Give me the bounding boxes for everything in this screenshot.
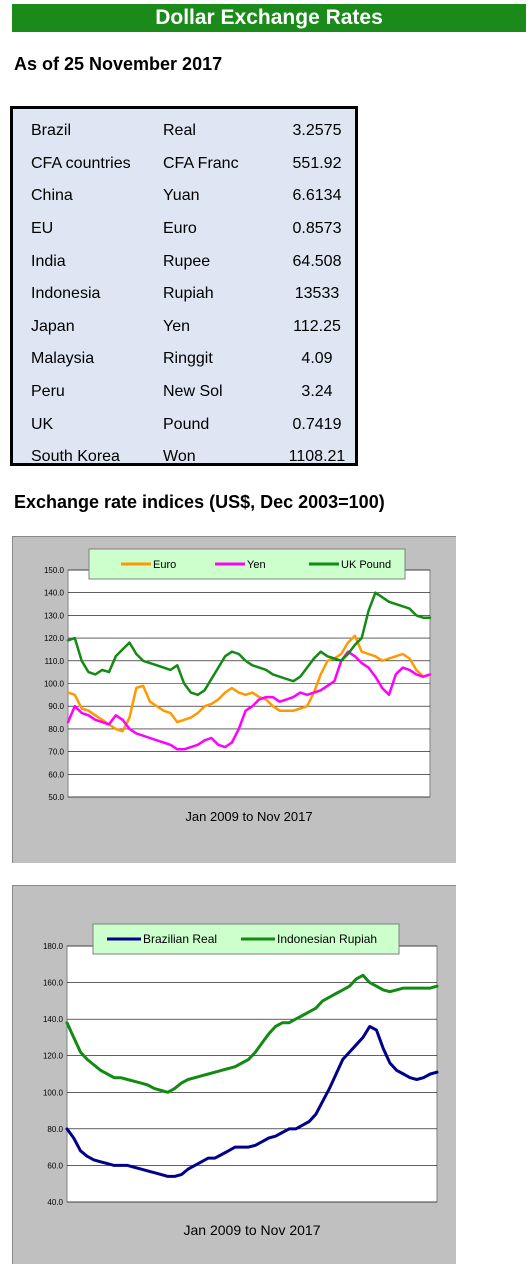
rate-value: 64.508	[292, 252, 342, 270]
chart-panel-1: 50.0 60.0 70.0 80.0 90.0 100.0 110.0 120.0 130.0…	[12, 536, 456, 863]
rate-currency: Euro	[163, 220, 197, 238]
y-tick-label: 160.0	[43, 979, 64, 988]
plot-area	[66, 945, 438, 1203]
rate-country: Peru	[31, 383, 65, 401]
rate-row: CFA countries CFA Franc 551.92	[31, 148, 353, 181]
rate-row: South Korea Won 1108.21	[31, 441, 353, 474]
rate-currency: New Sol	[163, 383, 223, 401]
rate-value: 0.7419	[292, 415, 342, 433]
rate-currency: Pound	[163, 415, 210, 433]
indices-title: Exchange rate indices (US$, Dec 2003=100…	[14, 492, 385, 512]
rate-row: Malaysia Ringgit 4.09	[31, 343, 353, 376]
series-line-brazilian-real	[65, 1025, 439, 1178]
rates-grid: Brazil Real 3.2575 CFA countries CFA Franc 55…	[31, 115, 353, 474]
y-tick-label: 180.0	[43, 942, 64, 951]
rate-country: India	[31, 252, 66, 270]
rates-table: Brazil Real 3.2575 CFA countries CFA Franc 55…	[10, 106, 358, 466]
rate-currency: Ringgit	[163, 350, 213, 368]
y-tick-label: 120.0	[43, 1052, 64, 1061]
rate-country: EU	[31, 220, 54, 238]
rate-currency: Real	[163, 122, 196, 140]
y-tick-label: 150.0	[44, 566, 65, 575]
legend-label: Brazilian Real	[143, 932, 217, 946]
x-axis-label: Jan 2009 to Nov 2017	[184, 1222, 321, 1238]
chart-panel-2: 40.0 60.0 80.0 100.0 120.0 140.0 160.0 180.0 Bra…	[12, 885, 456, 1264]
rate-row: Brazil Real 3.2575	[31, 115, 353, 148]
rate-country: Malaysia	[31, 350, 95, 368]
chart-real-rupiah: 40.0 60.0 80.0 100.0 120.0 140.0 160.0 180.0 Bra…	[43, 923, 439, 1238]
rate-value: 4.09	[301, 350, 333, 368]
legend-label: Yen	[247, 559, 266, 571]
legend-label: UK Pound	[341, 559, 391, 571]
rate-country: CFA countries	[31, 154, 131, 172]
rate-country: South Korea	[31, 448, 120, 466]
rate-currency: Rupiah	[163, 285, 214, 303]
legend-label: Indonesian Rupiah	[277, 932, 377, 946]
series-line-indonesian-rupiah	[65, 973, 439, 1094]
legend-label: Euro	[153, 559, 176, 571]
y-tick-label: 110.0	[45, 657, 65, 666]
y-tick-label: 70.0	[48, 748, 64, 757]
y-tick-label: 80.0	[48, 725, 64, 734]
rate-row: Indonesia Rupiah 13533	[31, 278, 353, 311]
rate-currency: CFA Franc	[163, 154, 239, 172]
chart-major-currencies: 50.0 60.0 70.0 80.0 90.0 100.0 110.0 120.0 130.0…	[44, 548, 432, 824]
rate-value: 3.2575	[292, 122, 342, 140]
as-of-date: As of 25 November 2017	[14, 54, 223, 74]
y-tick-label: 50.0	[48, 793, 64, 802]
series-line-yen	[66, 650, 432, 751]
y-tick-label: 130.0	[44, 611, 65, 620]
y-tick-label: 100.0	[43, 1088, 64, 1097]
rate-currency: Rupee	[163, 252, 211, 270]
rate-country: Japan	[31, 317, 75, 335]
y-tick-label: 80.0	[47, 1125, 63, 1134]
rate-row: China Yuan 6.6134	[31, 180, 353, 213]
y-tick-label: 90.0	[48, 702, 64, 711]
rate-value: 6.6134	[292, 187, 342, 205]
series-line-euro	[66, 634, 432, 733]
rate-country: UK	[31, 415, 54, 433]
rate-currency: Yen	[163, 317, 190, 335]
rate-row: EU Euro 0.8573	[31, 213, 353, 246]
y-tick-label: 60.0	[47, 1161, 63, 1170]
rate-country: Indonesia	[31, 285, 101, 303]
rate-row: India Rupee 64.508	[31, 245, 353, 278]
y-tick-label: 120.0	[44, 634, 65, 643]
rate-value: 1108.21	[288, 448, 346, 466]
y-tick-label: 60.0	[48, 770, 64, 779]
page-banner: Dollar Exchange Rates	[12, 4, 526, 32]
y-tick-label: 140.0	[44, 589, 65, 598]
rate-value: 13533	[294, 285, 340, 303]
rate-value: 0.8573	[292, 220, 342, 238]
y-tick-label: 100.0	[44, 680, 65, 689]
rate-row: UK Pound 0.7419	[31, 408, 353, 441]
y-tick-label: 140.0	[43, 1015, 64, 1024]
rate-currency: Yuan	[163, 187, 200, 205]
rate-value: 112.25	[293, 317, 341, 335]
x-axis-label: Jan 2009 to Nov 2017	[185, 809, 312, 824]
rate-row: Peru New Sol 3.24	[31, 376, 353, 409]
rate-currency: Won	[163, 448, 196, 466]
y-tick-label: 40.0	[47, 1198, 63, 1207]
rate-country: Brazil	[31, 122, 72, 140]
rate-value: 3.24	[301, 383, 333, 401]
rate-country: China	[31, 187, 73, 205]
rate-row: Japan Yen 112.25	[31, 311, 353, 344]
series-line-uk-pound	[66, 591, 432, 697]
rate-value: 551.92	[292, 154, 342, 172]
